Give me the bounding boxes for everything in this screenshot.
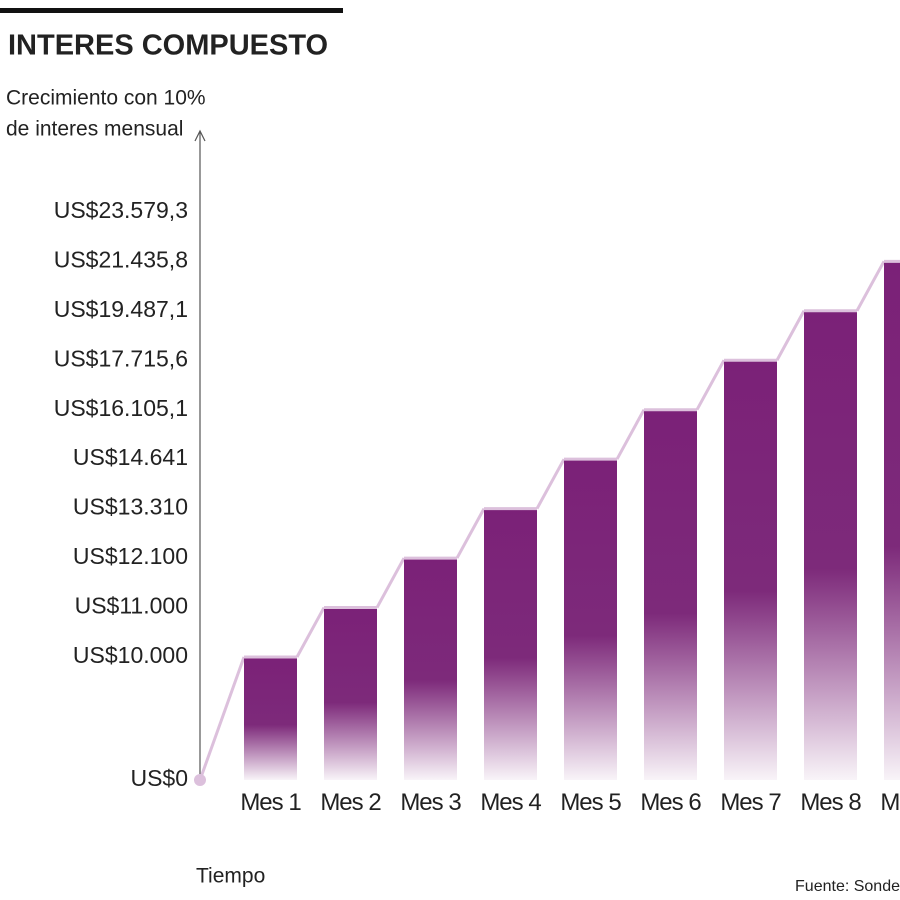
bar [724,360,777,780]
bar [324,607,377,780]
y-tick-label: US$12.100 [73,543,188,569]
y-tick-label: US$13.310 [73,494,188,520]
connector [535,458,566,510]
origin-dot [194,774,206,786]
connector [198,656,246,781]
x-tick-label: Mes 2 [320,789,381,816]
source: Fuente: Sonde [795,878,900,895]
connector [375,557,406,609]
connector [695,359,726,411]
connector [775,310,806,361]
x-tick-label: Mes 4 [480,789,541,816]
bar [884,261,900,780]
x-tick-label: Mes 6 [640,789,701,816]
bar [244,657,297,780]
x-tick-label: Mes 3 [400,789,461,816]
x-tick-label: Mes 1 [240,789,301,816]
x-tick-label: Mes 8 [800,789,861,816]
y-tick-label: US$16.105,1 [54,395,188,421]
y-tick-label: US$21.435,8 [54,246,188,272]
chart-title: INTERES COMPUESTO [8,30,328,62]
y-axis-label: de interes mensual [6,118,183,141]
x-tick-label: Mes 5 [560,789,621,816]
x-tick-label: Mes 7 [720,789,781,816]
bar [484,508,537,780]
bar [404,558,457,780]
x-axis-label: Tiempo [196,865,265,888]
connector [455,507,486,559]
bar [564,459,617,780]
bar [804,310,857,780]
y-tick-label: US$17.715,6 [54,345,188,371]
bar [644,409,697,780]
connector [615,408,646,460]
y-tick-label: US$19.487,1 [54,296,188,322]
y-tick-label: US$14.641 [73,444,188,470]
y-tick-label: US$23.579,3 [54,197,188,223]
top-rule [0,8,343,13]
axis-arrow [194,129,206,142]
x-tick-label: Mes 9 [880,789,900,816]
y-tick-label: US$0 [130,765,188,791]
y-tick-label: US$10.000 [73,642,188,668]
connector [295,606,326,658]
connector [855,260,886,312]
y-axis-label: Crecimiento con 10% [6,87,206,110]
y-tick-label: US$11.000 [75,593,188,619]
